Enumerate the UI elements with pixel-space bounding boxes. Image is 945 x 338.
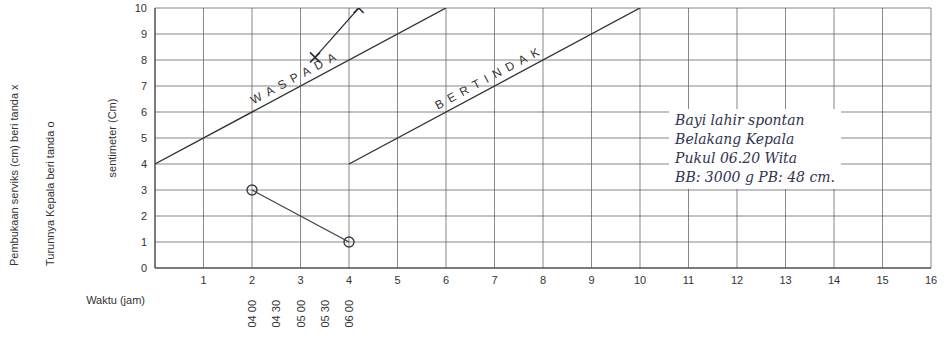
svg-text:7: 7	[491, 274, 497, 286]
svg-text:15: 15	[876, 274, 888, 286]
svg-text:4: 4	[141, 158, 147, 170]
html-text:Pukul 06.20 Wita: Pukul 06.20 Wita	[675, 150, 798, 167]
html-text:Bayi lahir spontan: Bayi lahir spontan	[675, 112, 805, 129]
svg-text:WASPADA: WASPADA	[248, 47, 343, 107]
svg-text:sentimeter (Cm): sentimeter (Cm)	[106, 99, 118, 178]
svg-text:2: 2	[141, 210, 147, 222]
svg-text:Waktu (jam): Waktu (jam)	[86, 294, 145, 306]
svg-text:14: 14	[828, 274, 840, 286]
svg-text:12: 12	[731, 274, 743, 286]
svg-text:11: 11	[683, 274, 694, 286]
svg-text:0: 0	[141, 262, 147, 274]
svg-text:2: 2	[249, 274, 255, 286]
svg-text:06 00: 06 00	[343, 300, 355, 328]
svg-text:3: 3	[141, 184, 147, 196]
svg-text:3: 3	[297, 274, 303, 286]
svg-text:4: 4	[346, 274, 352, 286]
svg-text:Pembukaan serviks (cm) beri ta: Pembukaan serviks (cm) beri tanda x	[8, 84, 20, 266]
html-text:BB: 3000 g PB: 48 cm.: BB: 3000 g PB: 48 cm.	[675, 169, 835, 186]
svg-text:05 30: 05 30	[319, 300, 331, 328]
svg-text:04 30: 04 30	[270, 300, 282, 328]
svg-text:04 00: 04 00	[246, 300, 258, 328]
svg-text:8: 8	[540, 274, 546, 286]
svg-text:9: 9	[141, 28, 147, 40]
svg-text:Turunnya Kepala beri tanda o: Turunnya Kepala beri tanda o	[44, 121, 56, 266]
svg-text:1: 1	[200, 274, 206, 286]
svg-text:10: 10	[135, 2, 147, 14]
svg-text:1: 1	[141, 236, 147, 248]
svg-text:8: 8	[141, 54, 147, 66]
svg-text:5: 5	[141, 132, 147, 144]
svg-text:13: 13	[779, 274, 791, 286]
svg-text:10: 10	[634, 274, 646, 286]
svg-text:6: 6	[443, 274, 449, 286]
svg-text:16: 16	[925, 274, 937, 286]
svg-text:BERTINDAK: BERTINDAK	[432, 42, 547, 112]
svg-text:05 00: 05 00	[295, 300, 307, 328]
svg-text:9: 9	[588, 274, 594, 286]
svg-text:6: 6	[141, 106, 147, 118]
html-text:Belakang Kepala: Belakang Kepala	[675, 131, 795, 148]
svg-text:7: 7	[141, 80, 147, 92]
svg-text:5: 5	[394, 274, 400, 286]
